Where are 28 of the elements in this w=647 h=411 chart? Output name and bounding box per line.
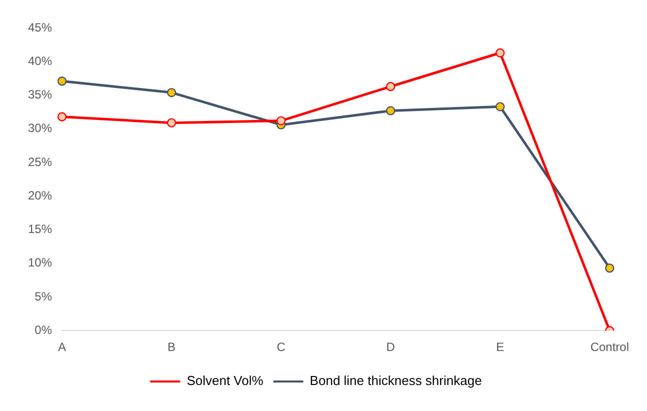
point [166,88,176,98]
point [386,106,396,116]
x-tick-label: C [276,340,286,354]
point [166,118,176,128]
x-tick-label: E [496,340,504,354]
point [496,48,505,58]
y-tick-label: 45% [28,20,52,34]
point [386,82,396,92]
y-tick-label: 35% [28,88,52,102]
x-tick-label: Control [590,340,629,354]
legend-label: Bond line thickness shrinkage [310,373,482,388]
y-tick-label: 5% [34,289,52,304]
point [57,76,67,86]
point [57,112,67,122]
y-tick-label: 40% [28,54,52,68]
point [496,102,505,112]
x-tick-label: B [168,340,176,354]
y-tick-label: 20% [28,188,52,202]
y-tick-label: 25% [28,154,52,169]
x-tick-label: D [386,340,396,354]
y-tick-label: 0% [34,322,52,337]
x-tick-label: A [58,340,66,354]
point [605,263,614,273]
y-tick-label: 30% [28,121,52,136]
y-tick-label: 10% [28,256,52,270]
point [276,116,286,126]
y-tick-label: 15% [28,222,52,236]
legend-label: Solvent Vol% [186,373,264,388]
